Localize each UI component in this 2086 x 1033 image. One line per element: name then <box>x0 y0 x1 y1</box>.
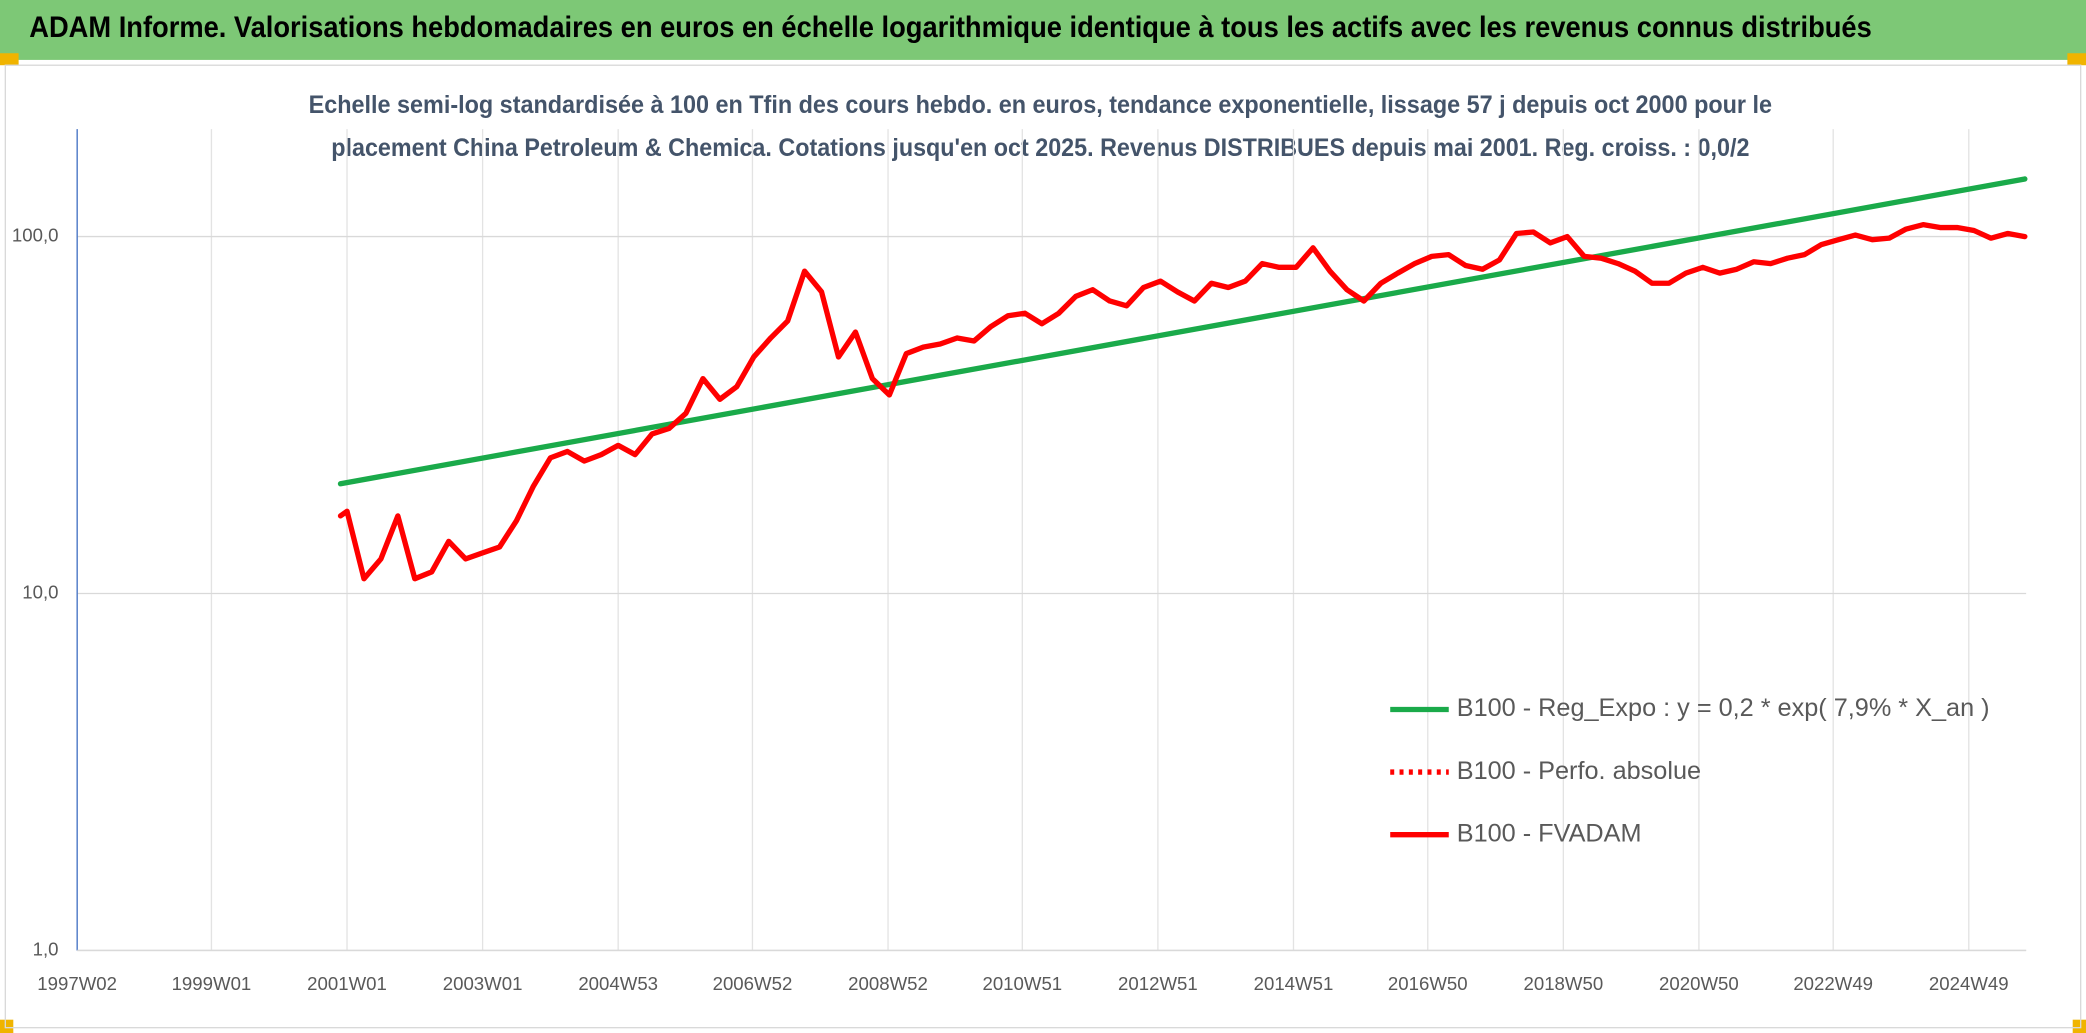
legend-label: B100 - FVADAM <box>1457 819 1642 847</box>
x-tick-label: 2001W01 <box>307 973 387 994</box>
corner-mark <box>2067 53 2086 66</box>
x-tick-label: 2012W51 <box>1118 973 1198 994</box>
x-tick-label: 2016W50 <box>1388 973 1468 994</box>
corner-mark <box>2072 1019 2086 1033</box>
y-tick-label: 100,0 <box>12 224 59 245</box>
x-tick-label: 2018W50 <box>1523 973 1603 994</box>
corner-mark <box>0 53 19 66</box>
series-line <box>337 176 2028 487</box>
subtitle: placement China Petroleum & Chemica. Cot… <box>331 134 1749 162</box>
legend-label: B100 - Reg_Expo : y = 0,2 * exp( 7,9% * … <box>1457 694 1990 722</box>
x-tick-label: 2024W49 <box>1929 973 2009 994</box>
x-tick-label: 1999W01 <box>172 973 252 994</box>
chart-border <box>4 64 2082 1029</box>
x-tick-label: 2003W01 <box>443 973 523 994</box>
series-line <box>337 221 2028 582</box>
header-band <box>0 0 2086 60</box>
x-tick-label: 2004W53 <box>578 973 658 994</box>
y-tick-label: 1,0 <box>33 938 59 959</box>
y-tick-label: 10,0 <box>22 581 58 602</box>
corner-mark <box>0 1019 14 1033</box>
legend-label: B100 - Perfo. absolue <box>1457 757 1701 785</box>
x-tick-label: 2022W49 <box>1793 973 1873 994</box>
x-tick-label: 2020W50 <box>1659 973 1739 994</box>
x-tick-label: 1997W02 <box>37 973 117 994</box>
header-title: ADAM Informe. Valorisations hebdomadaire… <box>29 12 1872 44</box>
x-tick-label: 2006W52 <box>713 973 793 994</box>
subtitle: Echelle semi-log standardisée à 100 en T… <box>309 91 1772 119</box>
x-tick-label: 2010W51 <box>982 973 1062 994</box>
x-tick-label: 2008W52 <box>848 973 928 994</box>
x-tick-label: 2014W51 <box>1254 973 1334 994</box>
